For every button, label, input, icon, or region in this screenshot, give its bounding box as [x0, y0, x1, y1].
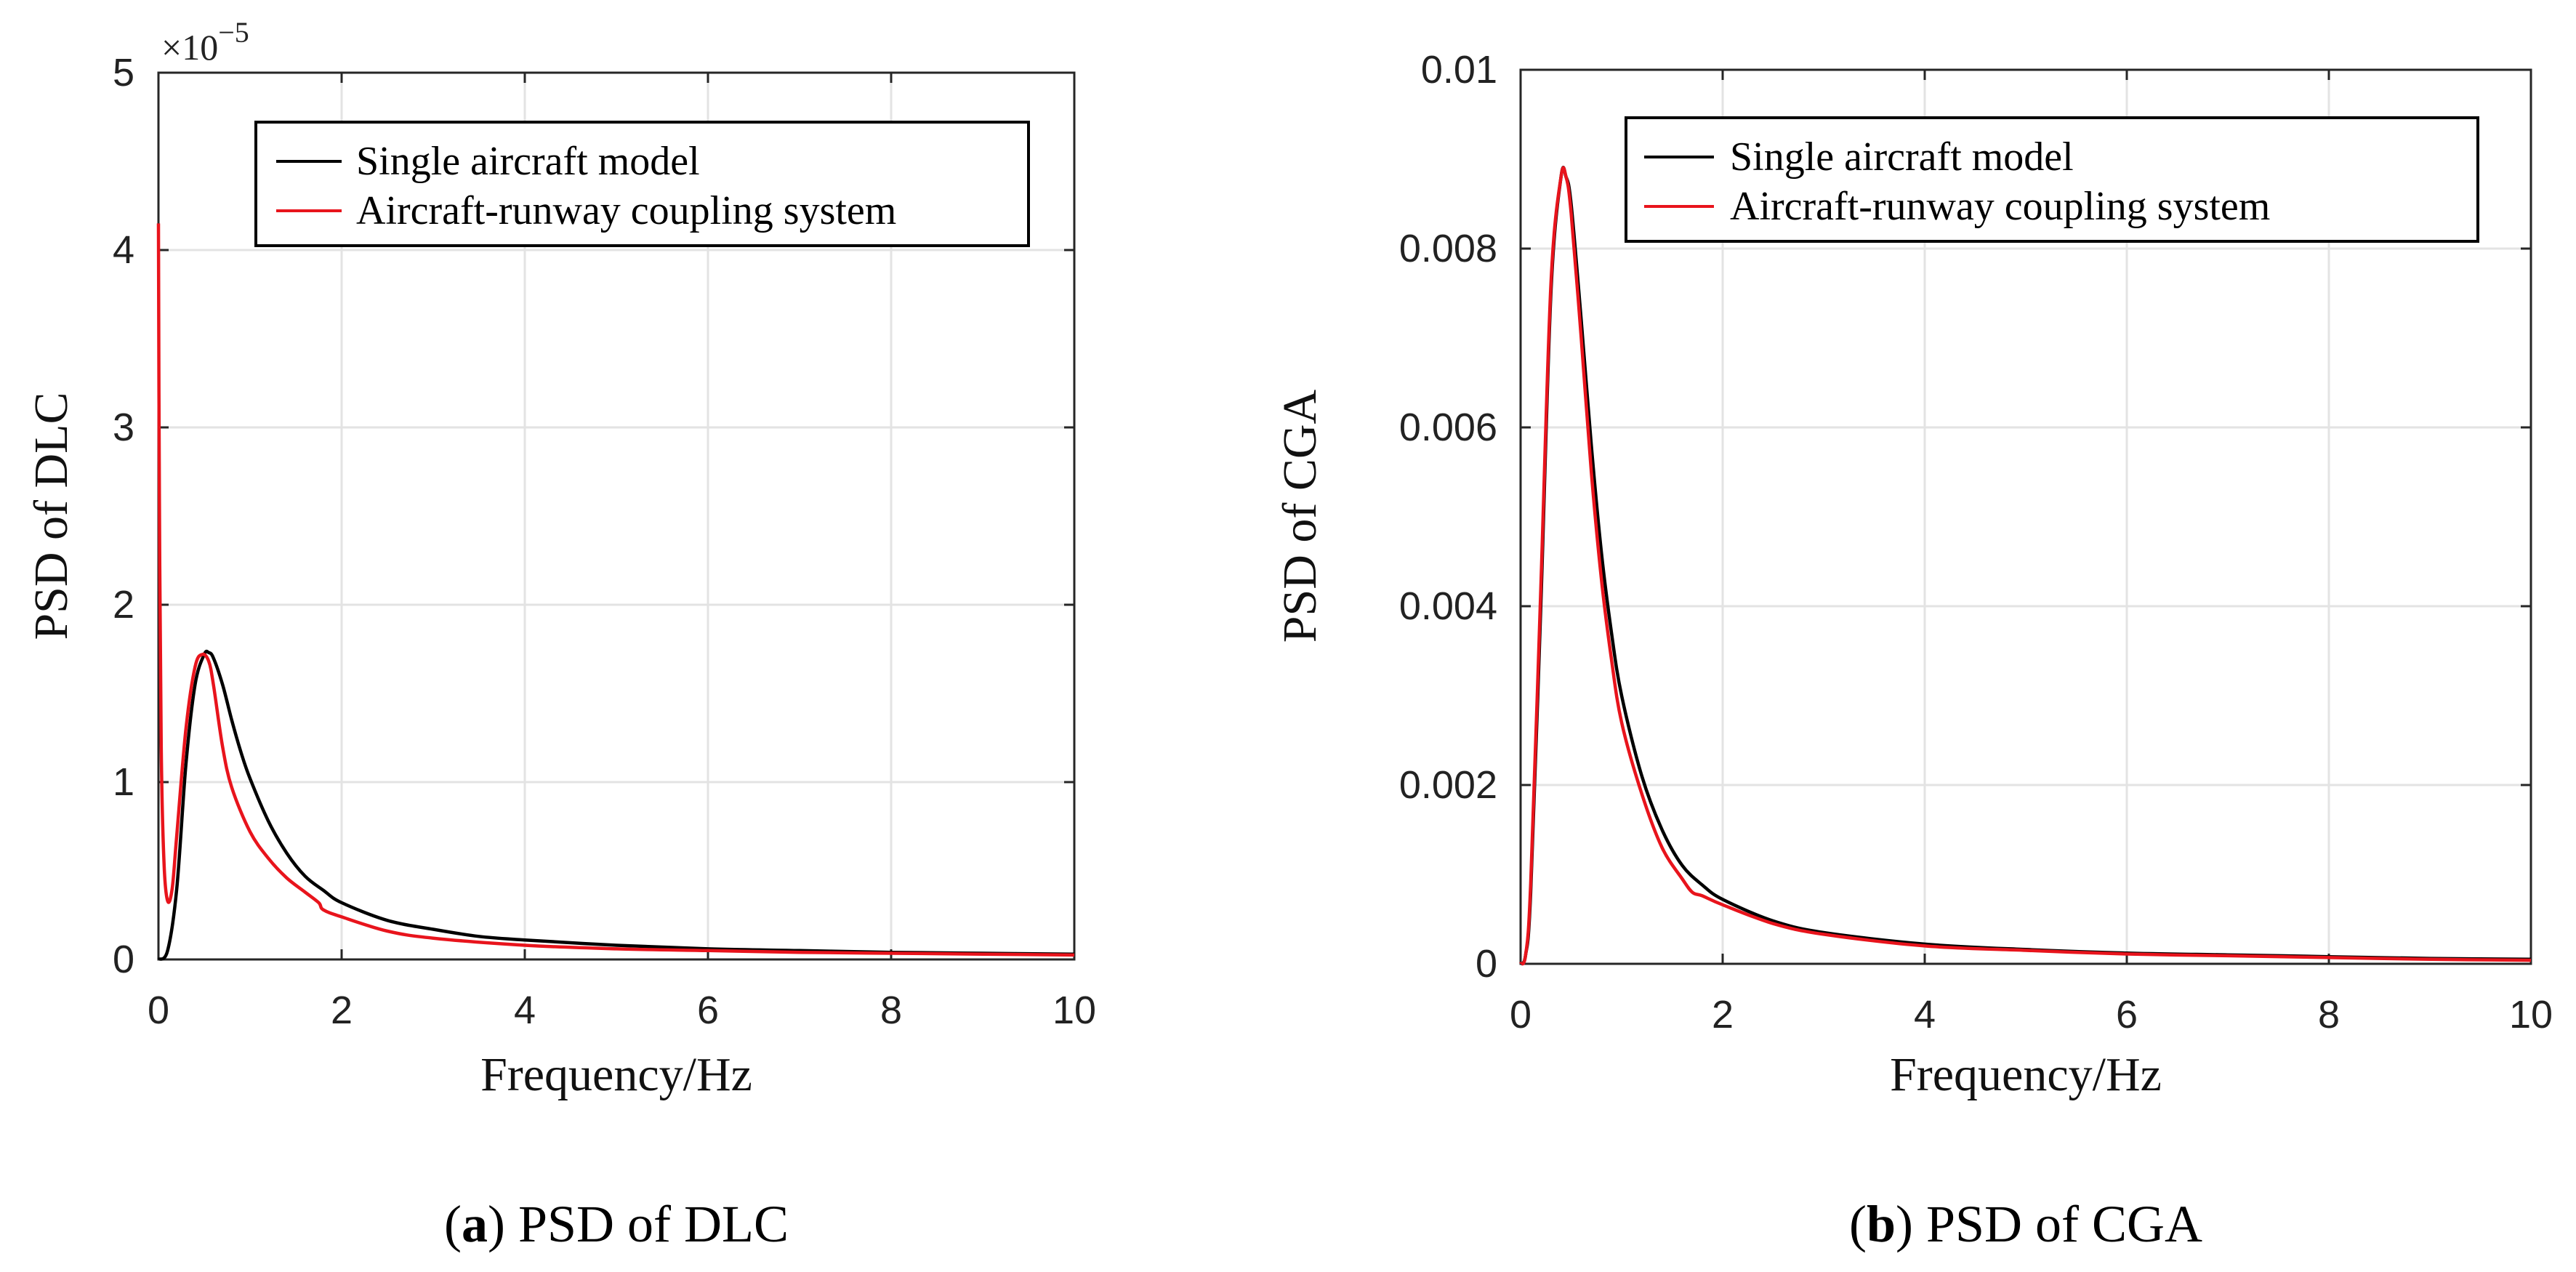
caption-text-b: PSD of CGA — [1926, 1195, 2202, 1253]
legend-label-coupling: Aircraft-runway coupling system — [356, 188, 896, 233]
x-tick-label: 8 — [880, 989, 902, 1032]
x-tick-label: 2 — [331, 989, 353, 1032]
y-tick-label: 0 — [113, 938, 134, 981]
x-tick-label: 0 — [1510, 993, 1531, 1036]
x-tick-label: 6 — [2116, 993, 2138, 1036]
y-axis-label: PSD of CGA — [1273, 389, 1327, 643]
y-scale-exponent: −5 — [218, 16, 249, 49]
caption-a: (a) PSD of DLC — [444, 1195, 789, 1253]
series-line-aircraft-runway — [1519, 166, 2532, 966]
legend-box — [1625, 116, 2479, 243]
y-tick-label: 0.002 — [1399, 763, 1497, 807]
y-tick-labels-b: 0 0.002 0.004 0.006 0.008 0.01 — [1399, 48, 1497, 986]
series-line-single-aircraft — [157, 649, 1075, 962]
y-tick-label: 0.008 — [1399, 227, 1497, 270]
legend-b: Single aircraft model Aircraft-runway co… — [1625, 116, 2479, 243]
series-lines-a — [156, 223, 1075, 962]
x-tick-label: 6 — [697, 989, 719, 1032]
x-tick-label: 4 — [1914, 993, 1936, 1036]
chart-b: 0 0.002 0.004 0.006 0.008 0.01 0 2 4 6 8… — [1273, 48, 2553, 1253]
x-tick-label: 4 — [514, 989, 536, 1032]
y-tick-label: 5 — [113, 51, 134, 94]
x-tick-labels-b: 0 2 4 6 8 10 — [1510, 993, 2553, 1036]
legend-label-single: Single aircraft model — [356, 139, 700, 184]
x-tick-label: 8 — [2318, 993, 2340, 1036]
plot-frame-b — [1519, 68, 2532, 965]
y-axis-label: PSD of DLC — [25, 392, 78, 640]
y-tick-label: 3 — [113, 406, 134, 449]
y-tick-label: 0.006 — [1399, 406, 1497, 449]
series-line-aircraft-runway — [156, 223, 1075, 957]
legend-box — [254, 121, 1030, 247]
x-tick-label: 2 — [1712, 993, 1734, 1036]
caption-text-a: PSD of DLC — [518, 1195, 789, 1253]
x-tick-label: 10 — [2509, 993, 2553, 1036]
y-scale-base: ×10 — [161, 27, 218, 68]
chart-a: 0 1 2 3 4 5 0 2 4 6 8 10 ×10−5 Frequency… — [25, 16, 1096, 1253]
legend-label-single: Single aircraft model — [1730, 134, 2074, 180]
caption-b: (b) PSD of CGA — [1849, 1195, 2202, 1253]
y-tick-label: 0.01 — [1421, 48, 1497, 92]
y-tick-labels-a: 0 1 2 3 4 5 — [113, 51, 134, 981]
caption-letter-a: a — [462, 1195, 488, 1253]
x-tick-label: 0 — [148, 989, 169, 1032]
legend-a: Single aircraft model Aircraft-runway co… — [254, 121, 1030, 247]
x-axis-label: Frequency/Hz — [1890, 1048, 2162, 1101]
caption-letter-b: b — [1867, 1195, 1896, 1253]
y-tick-label: 0.004 — [1399, 584, 1497, 628]
y-tick-label: 4 — [113, 228, 134, 272]
y-tick-label: 1 — [113, 760, 134, 804]
y-tick-label: 0 — [1476, 942, 1497, 986]
y-scale-multiplier: ×10−5 — [161, 16, 249, 68]
y-tick-label: 2 — [113, 583, 134, 627]
x-tick-label: 10 — [1052, 989, 1096, 1032]
series-line-single-aircraft — [1519, 165, 2532, 965]
x-tick-labels-a: 0 2 4 6 8 10 — [148, 989, 1096, 1032]
x-axis-label: Frequency/Hz — [480, 1048, 752, 1101]
series-lines-b — [1519, 165, 2532, 966]
legend-label-coupling: Aircraft-runway coupling system — [1730, 184, 2270, 229]
tick-marks-a — [157, 71, 1076, 961]
